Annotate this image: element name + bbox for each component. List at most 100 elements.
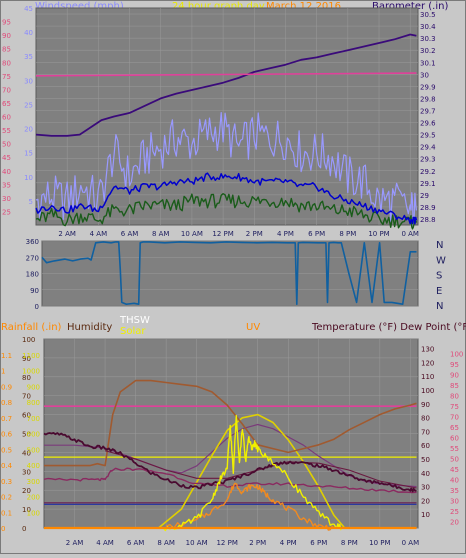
temp-x-tick-label: 2 AM bbox=[66, 539, 84, 547]
windspeed-tick-label: 30 bbox=[24, 77, 33, 85]
rainfall-tick-label: 0.1 bbox=[1, 509, 12, 517]
thsw-label: THSW bbox=[119, 315, 150, 326]
solar-tick-label: 500 bbox=[27, 446, 40, 454]
solar-line bbox=[162, 414, 343, 532]
humidity-line bbox=[44, 379, 417, 467]
solar-tick-label: 700 bbox=[27, 415, 40, 423]
compass-label: N bbox=[436, 301, 443, 312]
temp-x-tick-label: 8 PM bbox=[341, 539, 358, 547]
dew-point-tick-label: 65 bbox=[450, 424, 459, 432]
temp-x-tick-label: 8 AM bbox=[157, 539, 175, 547]
wind-outer-tick-label: 55 bbox=[2, 127, 11, 135]
barometer-label: Barometer (.in) bbox=[372, 1, 448, 12]
graph-date: March 12 2016 bbox=[266, 1, 341, 12]
wind-x-tick-label: 0 AM bbox=[401, 230, 419, 238]
wind-x-tick-label: 4 PM bbox=[277, 230, 294, 238]
dew-point-tick-label: 40 bbox=[450, 477, 459, 485]
humidity-tick-label: 90 bbox=[22, 355, 31, 363]
dew-point-tick-label: 80 bbox=[450, 393, 459, 401]
dew-point-tick-label: 25 bbox=[450, 508, 459, 516]
rainfall-tick-label: 0.2 bbox=[1, 494, 12, 502]
temp-x-tick-label: 2 PM bbox=[249, 539, 266, 547]
uv-label: UV bbox=[246, 322, 260, 333]
rainfall-tick-label: 0.7 bbox=[1, 415, 12, 423]
wind-outer-tick-label: 80 bbox=[2, 59, 11, 67]
temperature-tick-label: 60 bbox=[421, 442, 430, 450]
windspeed-tick-label: 20 bbox=[24, 126, 33, 134]
dew-point-tick-label: 30 bbox=[450, 498, 459, 506]
rainfall-tick-label: 0 bbox=[1, 525, 5, 533]
barometer-tick-label: 29.6 bbox=[420, 120, 436, 128]
dew-point-tick-label: 45 bbox=[450, 466, 459, 474]
windspeed-tick-label: 35 bbox=[24, 53, 33, 61]
temperature-tick-label: 10 bbox=[421, 511, 430, 519]
temperature-line bbox=[43, 432, 417, 493]
solar-tick-label: 100 bbox=[27, 509, 40, 517]
wind-direction-line bbox=[41, 241, 417, 305]
temperature-tick-label: 40 bbox=[421, 470, 430, 478]
solar-tick-label: 900 bbox=[27, 383, 40, 391]
dew-point-tick-label: 50 bbox=[450, 456, 459, 464]
barometer-tick-label: 29.2 bbox=[420, 168, 436, 176]
wind-outer-tick-label: 40 bbox=[2, 168, 11, 176]
wind-outer-tick-label: 65 bbox=[2, 100, 11, 108]
barometer-tick-label: 28.9 bbox=[420, 204, 436, 212]
wind-outer-tick-label: 75 bbox=[2, 73, 11, 81]
rainfall-tick-label: 0.5 bbox=[1, 446, 12, 454]
windspeed-tick-label: 25 bbox=[24, 101, 33, 109]
temperature-tick-label: 20 bbox=[421, 497, 430, 505]
dew-point-tick-label: 60 bbox=[450, 435, 459, 443]
wind-x-tick-label: 8 AM bbox=[152, 230, 170, 238]
rainfall-tick-label: 0.6 bbox=[1, 431, 13, 439]
solar-tick-label: 1100 bbox=[22, 352, 40, 360]
dew-point-tick-label: 20 bbox=[450, 519, 459, 527]
temp-x-tick-label: 6 PM bbox=[310, 539, 327, 547]
rainfall-tick-label: 0.8 bbox=[1, 399, 12, 407]
humidity-label: Humidity bbox=[67, 322, 112, 333]
barometer-tick-label: 29.5 bbox=[420, 132, 436, 140]
barometer-tick-label: 29 bbox=[420, 192, 429, 200]
compass-label: E bbox=[436, 286, 442, 297]
solar-tick-label: 800 bbox=[27, 399, 40, 407]
direction-tick-label: 90 bbox=[30, 287, 39, 295]
windspeed-tick-label: 5 bbox=[29, 198, 33, 206]
wind-outer-tick-label: 45 bbox=[2, 154, 11, 162]
humidity-tick-label: 30 bbox=[22, 468, 31, 476]
rainfall-label: Rainfall (.in) bbox=[1, 322, 62, 333]
dew-point-tick-label: 70 bbox=[450, 414, 459, 422]
wind-outer-tick-label: 25 bbox=[2, 208, 11, 216]
dew-point-line bbox=[43, 467, 417, 494]
wind-plot-area bbox=[35, 7, 419, 226]
rainfall-tick-label: 0.9 bbox=[1, 383, 12, 391]
dew-point-tick-label: 85 bbox=[450, 382, 459, 390]
wind-outer-tick-label: 70 bbox=[2, 86, 11, 94]
temperature-tick-label: 50 bbox=[421, 456, 430, 464]
humidity-tick-label: 40 bbox=[22, 449, 31, 457]
wind-outer-tick-label: 35 bbox=[2, 181, 11, 189]
rainfall-tick-label: 1 bbox=[1, 368, 5, 376]
rainfall-tick-label: 0.3 bbox=[1, 478, 12, 486]
humidity-tick-label: 10 bbox=[22, 506, 31, 514]
direction-tick-label: 360 bbox=[26, 238, 39, 246]
windspeed-tick-label: 45 bbox=[24, 5, 33, 13]
wind-low-line bbox=[35, 193, 418, 230]
wind-x-tick-label: 10 AM bbox=[181, 230, 203, 238]
solar-tick-label: 400 bbox=[27, 462, 40, 470]
wind-outer-tick-label: 85 bbox=[2, 46, 11, 54]
grid-layer bbox=[36, 8, 418, 529]
barometer-tick-label: 29.7 bbox=[420, 107, 436, 115]
barometer-tick-label: 28.8 bbox=[420, 216, 436, 224]
temperature-tick-label: 90 bbox=[421, 401, 430, 409]
solar-label: Solar bbox=[120, 326, 146, 337]
temperature-label: Temperature (°F) Dew Point (°F) bbox=[311, 322, 466, 333]
direction-tick-label: 0 bbox=[35, 303, 39, 311]
barometer-tick-label: 29.4 bbox=[420, 144, 436, 152]
barometer-line bbox=[35, 33, 417, 137]
wind-gust-line bbox=[35, 112, 417, 229]
graph-title: 24 hour graph day bbox=[172, 1, 265, 12]
dew-point-tick-label: 95 bbox=[450, 361, 459, 369]
temp-x-tick-label: 10 PM bbox=[369, 539, 390, 547]
uv-line bbox=[165, 482, 335, 531]
direction-tick-label: 270 bbox=[26, 254, 39, 262]
wind-x-tick-label: 4 AM bbox=[90, 230, 108, 238]
